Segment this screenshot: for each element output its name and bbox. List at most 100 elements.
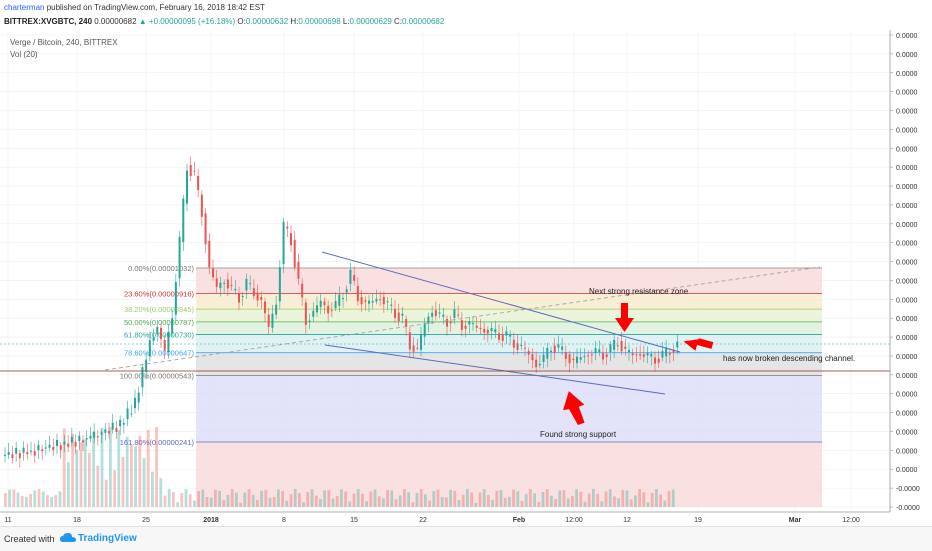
symbol-label[interactable]: BITTREX:XVGBTC, 240 [4, 17, 93, 26]
candle-body [234, 288, 237, 291]
candle-body [609, 344, 612, 353]
volume-bar [239, 502, 242, 507]
volume-bar [197, 491, 200, 507]
volume-bar [432, 491, 436, 507]
price-tick-label: 0.0000 [896, 278, 918, 285]
candle-body [215, 278, 218, 287]
candle-body [498, 333, 500, 340]
volume-bar [41, 491, 45, 507]
volume-bar [592, 489, 595, 507]
price-tick-label: 0.0000 [896, 33, 918, 40]
candle-body [67, 443, 70, 447]
price-chart[interactable]: 0.00%(0.00001032) 23.60%(0.00000916) 38.20… [0, 30, 932, 526]
volume-bar [508, 496, 511, 507]
volume-bar [29, 494, 32, 507]
volume-bar [545, 489, 549, 507]
candle-body [538, 363, 541, 366]
volume-bar [445, 497, 448, 507]
candle-body [186, 170, 188, 204]
candle-body [379, 299, 382, 301]
volume-bar [281, 491, 284, 507]
candle-body [360, 297, 363, 305]
candle-body [535, 359, 538, 368]
candle-body [282, 221, 285, 265]
volume-bar [575, 489, 578, 507]
volume-bar [180, 493, 184, 507]
candle-body [256, 292, 259, 301]
tradingview-brand-link[interactable]: TradingView [78, 533, 137, 544]
candle-body [676, 341, 679, 348]
volume-bar [562, 490, 566, 507]
candle-body [148, 340, 151, 357]
volume-bar [121, 456, 125, 507]
time-tick-label: 2018 [203, 517, 219, 524]
volume-bar [440, 497, 444, 507]
fib-zone [196, 352, 822, 376]
volume-bar [109, 427, 112, 507]
candle-body [353, 275, 356, 281]
candle-body [111, 422, 114, 430]
ohlc-high-value: 0.00000698 [298, 17, 341, 26]
volume-bar [495, 490, 499, 507]
price-tick-label: 0.0000 [896, 127, 918, 134]
volume-bar [533, 493, 536, 507]
current-price: 0.00000682 [94, 17, 137, 26]
candle-body [189, 165, 192, 177]
candle-body [661, 350, 664, 358]
fib-level-label: 0.00%(0.00001032) [128, 264, 194, 273]
legend-volume: Vol (20) [10, 50, 38, 59]
volume-bar [335, 496, 339, 507]
candle-body [490, 328, 493, 332]
candle-body [483, 328, 486, 333]
candle-body [390, 304, 393, 306]
price-tick-label: 0.0000 [896, 411, 918, 418]
volume-bar [138, 435, 142, 507]
candle-body [342, 298, 344, 300]
volume-bar [314, 495, 318, 507]
volume-bar [264, 489, 268, 507]
volume-bar [642, 492, 646, 507]
candle-body [550, 350, 552, 353]
volume-bar [130, 445, 133, 507]
fib-zone [196, 309, 822, 322]
volume-bar [83, 439, 87, 507]
volume-bar [613, 496, 616, 507]
candle-body [108, 431, 110, 434]
candle-body [15, 447, 18, 454]
volume-bar [608, 489, 612, 507]
candle-body [431, 312, 434, 317]
volume-bar [79, 441, 83, 507]
candle-body [546, 348, 549, 359]
volume-bar [251, 494, 255, 507]
volume-bar [8, 489, 11, 507]
fib-level-label: 78.60%(0.00000647) [124, 349, 195, 358]
volume-bar [230, 489, 234, 507]
candle-body [293, 239, 296, 268]
candle-body [635, 354, 638, 356]
symbol-line: BITTREX:XVGBTC, 240 0.00000682 ▲ +0.0000… [4, 17, 444, 26]
price-tick-label: 0.0000 [896, 335, 918, 342]
candle-body [572, 358, 575, 361]
candle-body [115, 427, 118, 432]
candle-body [156, 327, 159, 335]
author-link[interactable]: charterman [4, 3, 45, 12]
candle-body [468, 321, 471, 325]
volume-bar [415, 493, 419, 507]
volume-bar [537, 502, 541, 507]
created-with-label: Created with [4, 534, 55, 544]
candle-body [130, 413, 133, 415]
candle-body [122, 422, 125, 425]
chart-header: charterman published on TradingView.com,… [0, 0, 932, 30]
volume-bar [663, 500, 667, 507]
candle-body [230, 284, 233, 286]
candle-body [594, 348, 597, 354]
volume-bar [100, 427, 104, 507]
volume-bar [201, 489, 205, 507]
volume-bar [20, 496, 24, 507]
candle-body [486, 330, 489, 334]
ohlc-low-value: 0.00000629 [349, 17, 392, 26]
price-tick-label: 0.0000 [896, 316, 918, 323]
time-tick-label: 25 [142, 517, 150, 524]
volume-bar [163, 495, 167, 507]
fib-level-label: 100.00%(0.00000543) [120, 372, 195, 381]
